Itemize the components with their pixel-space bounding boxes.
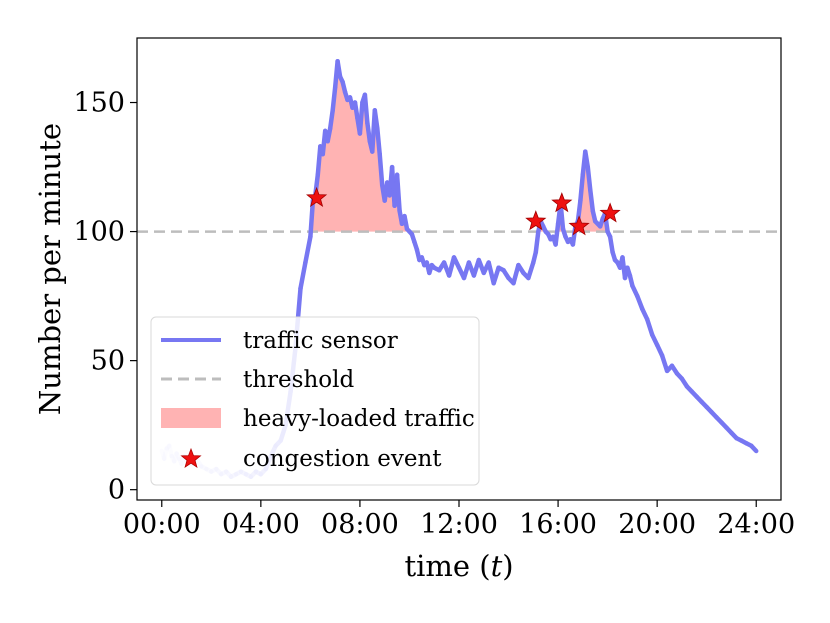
x-tick-label: 08:00	[321, 509, 399, 540]
sensor-line-segment	[298, 260, 308, 291]
x-axis-variable: t	[491, 549, 503, 583]
x-tick-label: 00:00	[123, 509, 201, 540]
x-axis-title: time (t)	[404, 549, 513, 583]
x-tick-label: 04:00	[222, 509, 300, 540]
sensor-line-segment	[357, 100, 365, 136]
y-tick-label: 150	[73, 88, 125, 119]
sensor-line-segment	[588, 188, 596, 214]
x-tick-label: 24:00	[717, 509, 795, 540]
congestion-event-star	[525, 210, 547, 231]
sensor-line-segment	[533, 229, 541, 255]
sensor-line-segment	[377, 151, 385, 188]
legend: traffic sensor threshold heavy-loaded tr…	[150, 316, 480, 486]
event-layer	[306, 186, 621, 236]
congestion-event-star	[568, 215, 590, 236]
sensor-line-segment	[585, 164, 593, 193]
congestion-event-star	[551, 192, 573, 213]
sensor-line-segment	[308, 198, 316, 239]
sensor-line-segment	[327, 108, 335, 131]
sensor-line-segment	[659, 353, 670, 374]
sensor-line-segment	[491, 265, 501, 286]
heavy-load-fill	[574, 151, 608, 232]
sensor-line-segment	[303, 234, 313, 265]
legend-event-star-icon	[180, 447, 202, 469]
legend-fill-swatch	[161, 408, 221, 428]
y-tick-label: 50	[91, 346, 125, 377]
congestion-event-star	[599, 202, 621, 223]
sensor-line-segment	[362, 92, 370, 126]
sensor-line-segment	[365, 120, 373, 144]
sensor-line-segment	[749, 443, 759, 454]
x-ticks: 00:00 04:00 08:00 12:00 16:00 20:00 24:00	[123, 500, 795, 540]
sensor-line-segment	[511, 262, 521, 286]
sensor-line-segment	[394, 172, 402, 214]
x-axis-title-text: time	[404, 549, 470, 583]
sensor-line-segment	[335, 58, 343, 79]
sensor-line-segment	[330, 84, 338, 113]
x-tick-label: 16:00	[519, 509, 597, 540]
congestion-event-star	[306, 186, 328, 208]
sensor-line-segment	[607, 234, 615, 255]
y-ticks: 0 50 100 150	[73, 88, 137, 506]
sensor-line-segment	[635, 293, 645, 312]
sensor-line-segment	[375, 126, 382, 157]
sensor-line-segment	[583, 149, 591, 170]
legend-event-label: congestion event	[243, 446, 442, 472]
y-axis-title: Number per minute	[33, 123, 67, 415]
y-tick-label: 100	[73, 217, 125, 248]
legend-sensor-label: traffic sensor	[243, 328, 398, 354]
x-tick-label: 20:00	[618, 509, 696, 540]
sensor-line-segment	[644, 317, 655, 338]
y-tick-label: 0	[108, 475, 125, 506]
sensor-line-segment	[526, 260, 536, 281]
legend-box	[150, 316, 480, 486]
sensor-line-segment	[352, 100, 360, 121]
sensor-line-segment	[578, 172, 586, 203]
legend-fill-label: heavy-loaded traffic	[243, 406, 475, 432]
sensor-line-segment	[553, 221, 561, 247]
x-tick-label: 12:00	[420, 509, 498, 540]
sensor-line-segment	[372, 108, 380, 131]
legend-threshold-label: threshold	[243, 367, 354, 393]
